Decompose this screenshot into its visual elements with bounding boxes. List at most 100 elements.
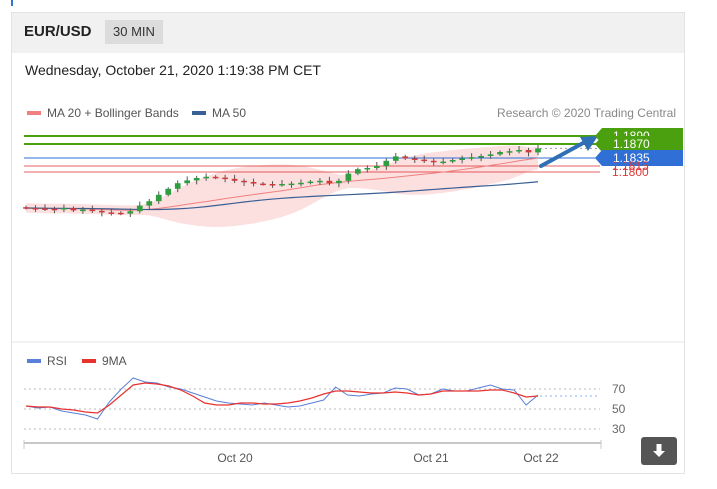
candle: [478, 153, 484, 162]
candle-body: [392, 156, 399, 161]
candle-body: [288, 183, 295, 186]
credit-text: Research © 2020 Trading Central: [497, 106, 676, 120]
ma50-line: [25, 181, 539, 211]
candle: [117, 211, 124, 216]
legend-rsi-label: RSI: [47, 354, 68, 368]
candle-body: [269, 184, 276, 186]
candle: [288, 181, 295, 188]
candle: [70, 206, 77, 212]
candle: [459, 155, 465, 164]
candle-body: [307, 181, 314, 184]
candle-body: [535, 148, 541, 153]
download-button[interactable]: [641, 437, 677, 465]
candle: [184, 176, 191, 186]
candle: [241, 178, 247, 186]
candle: [165, 187, 172, 197]
candle: [345, 170, 352, 184]
candle-body: [51, 208, 58, 211]
candle-body: [478, 156, 484, 158]
candle: [136, 201, 143, 214]
candle: [203, 173, 209, 181]
candle: [42, 204, 48, 211]
price-tag-pointer: [595, 136, 602, 152]
candle-body: [108, 212, 115, 214]
candle: [449, 158, 456, 164]
candle-body: [516, 150, 522, 152]
candle-body: [430, 160, 437, 163]
candle-body: [279, 184, 285, 186]
candle-body: [212, 176, 219, 179]
legend-9ma-swatch: [82, 359, 96, 363]
candle: [487, 151, 494, 159]
candle-body: [298, 182, 304, 185]
price-tag-1.1835: [602, 150, 683, 166]
candle-body: [373, 166, 380, 168]
candle-body: [525, 150, 532, 153]
candle-body: [99, 210, 105, 213]
price-label-1.1800: 1.1800: [612, 165, 649, 179]
price-label-1.1870: 1.1870: [613, 137, 650, 151]
candle-body: [155, 194, 162, 202]
legend-ma50: MA 50: [192, 106, 246, 120]
candle: [212, 175, 219, 180]
candle-body: [127, 211, 134, 214]
candle-body: [506, 151, 513, 153]
timeframe-badge[interactable]: 30 MIN: [105, 20, 163, 44]
candle-body: [459, 158, 465, 160]
legend-rsi-swatch: [27, 359, 41, 363]
candle: [193, 175, 200, 185]
candle-body: [468, 157, 475, 159]
candle-body: [222, 177, 228, 180]
candle: [392, 153, 399, 164]
forecast-arrowhead: [580, 136, 598, 151]
rsi-level-label: 50: [612, 402, 626, 416]
candle-body: [336, 180, 342, 184]
candle: [89, 205, 96, 213]
legend-ma20-label: MA 20 + Bollinger Bands: [47, 106, 179, 120]
candle: [250, 178, 257, 187]
candle: [421, 155, 428, 163]
chart-header: EUR/USD 30 MIN: [12, 13, 684, 53]
price-label-1.1815: 1.1815: [612, 159, 649, 173]
candle: [525, 147, 532, 157]
candle-body: [449, 160, 456, 162]
chart-card: [11, 12, 685, 474]
candle: [155, 191, 162, 204]
legend-ma50-label: MA 50: [212, 106, 247, 120]
legend-ma50-swatch: [192, 111, 206, 115]
candle: [307, 180, 314, 185]
candle: [23, 205, 29, 210]
candle: [336, 178, 342, 188]
timestamp: Wednesday, October 21, 2020 1:19:38 PM C…: [25, 62, 321, 78]
candle: [222, 174, 228, 183]
candle-body: [89, 209, 96, 212]
candle: [279, 180, 285, 187]
candle-body: [383, 160, 390, 166]
candle-body: [440, 161, 447, 164]
candle: [231, 174, 238, 183]
candle: [127, 208, 134, 217]
candle-body: [32, 208, 39, 210]
legend-rsi: RSI: [27, 354, 67, 368]
candle: [506, 148, 513, 156]
candle-body: [497, 152, 503, 155]
arrow-down-icon: [653, 444, 665, 457]
candle-body: [203, 176, 209, 179]
candle: [99, 208, 105, 217]
candle-body: [364, 168, 371, 170]
candle-body: [317, 180, 323, 183]
forecast-arrow-line: [539, 140, 587, 168]
candle-body: [146, 201, 153, 206]
left-accent: [11, 0, 13, 6]
candle: [355, 167, 361, 176]
candle-body: [355, 169, 361, 174]
price-label-1.1835: 1.1835: [613, 151, 650, 165]
candle: [497, 150, 503, 156]
candle-body: [411, 158, 418, 160]
candle-body: [184, 180, 191, 184]
candle: [298, 179, 304, 187]
candle-body: [250, 182, 257, 184]
rsi-9ma-line: [25, 382, 539, 414]
candle-body: [241, 180, 247, 183]
